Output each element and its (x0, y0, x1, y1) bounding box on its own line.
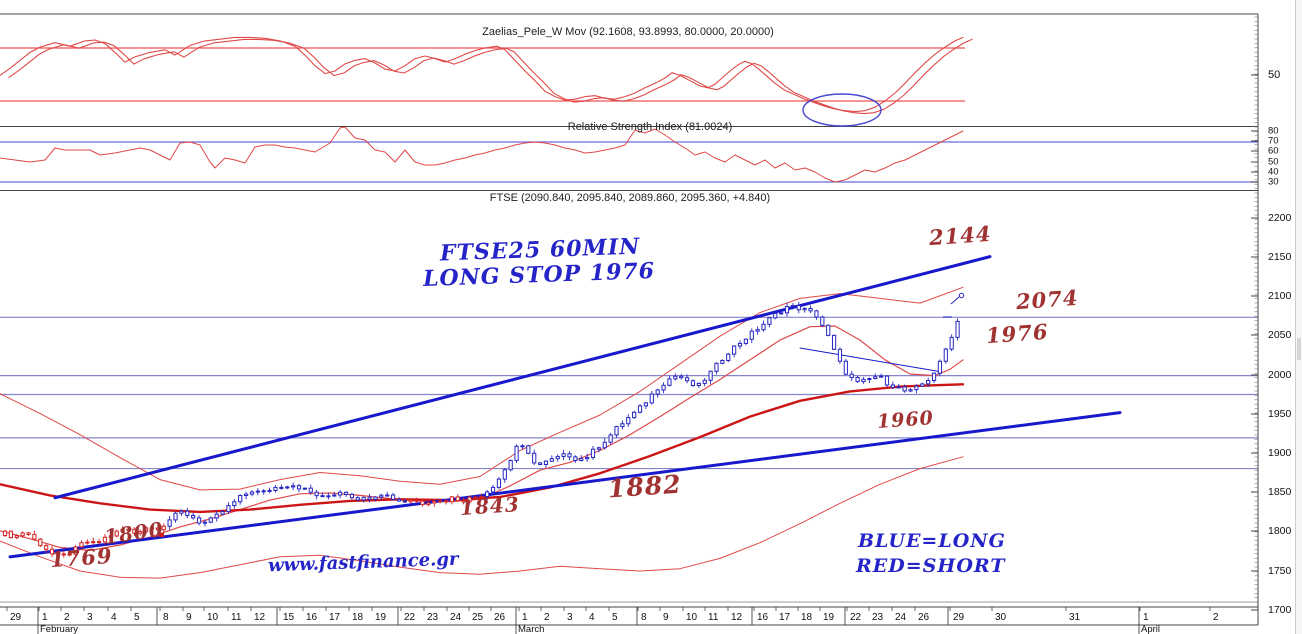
x-axis-date-label: 19 (375, 612, 387, 623)
x-axis-date-label: 12 (254, 612, 266, 623)
x-axis-date-label: 16 (757, 612, 769, 623)
x-axis-date-label: 4 (111, 612, 117, 623)
x-axis-date-label: 17 (779, 612, 791, 623)
annotation-level-1882: 1882 (607, 469, 683, 504)
x-axis-date-label: 26 (494, 612, 506, 623)
x-axis-date-label: 5 (612, 612, 618, 623)
x-axis-date-label: 8 (641, 612, 647, 623)
x-axis-date-label: 9 (186, 612, 192, 623)
annotation-level-1976: 1976 (985, 318, 1050, 349)
x-axis-date-label: 1 (522, 612, 528, 623)
y-axis-label-rsi: 60 (1268, 145, 1279, 157)
x-axis-date-label: 12 (731, 612, 743, 623)
oscillator-title: Zaelias_Pele_W Mov (92.1608, 93.8993, 80… (482, 26, 774, 38)
y-axis-label-rsi: 30 (1268, 176, 1279, 188)
x-axis-date-label: 9 (663, 612, 669, 623)
x-axis-date-label: 5 (134, 612, 140, 623)
x-axis-date-label: 23 (872, 612, 884, 623)
y-axis-label-rsi: 40 (1268, 166, 1279, 178)
y-axis-label-price: 2150 (1268, 251, 1292, 263)
x-axis-date-label: 2 (544, 612, 550, 623)
annotation-legend-blue-long: BLUE=LONG (858, 530, 1006, 552)
annotation-level-1960: 1960 (876, 407, 935, 433)
x-axis-date-label: 24 (895, 612, 907, 623)
x-axis-date-label: 4 (589, 612, 595, 623)
rsi-title: Relative Strength Index (81.0024) (567, 121, 733, 133)
x-axis-date-label: 2 (1213, 612, 1219, 623)
y-axis-label-rsi: 50 (1268, 156, 1279, 168)
y-axis-label-rsi: 80 (1268, 125, 1279, 137)
scrollbar-thumb[interactable] (1297, 338, 1301, 360)
x-axis-date-label: 23 (427, 612, 439, 623)
x-axis-date-label: 22 (404, 612, 416, 623)
x-axis-date-label: 31 (1069, 612, 1081, 623)
x-axis-date-label: 30 (995, 612, 1007, 623)
price-title: FTSE (2090.840, 2095.840, 2089.860, 2095… (489, 192, 771, 204)
annotation-level-2144: 2144 (928, 220, 993, 251)
x-axis-date-label: 1 (42, 612, 48, 623)
annotation-level-1843: 1843 (459, 491, 521, 521)
x-axis-date-label: 10 (686, 612, 698, 623)
x-axis-date-label: 22 (850, 612, 862, 623)
x-axis-date-label: 18 (801, 612, 813, 623)
x-axis-date-label: 17 (329, 612, 341, 623)
x-axis-date-label: 2 (64, 612, 70, 623)
x-axis-date-label: 11 (231, 612, 242, 623)
y-axis-label-price: 1750 (1268, 565, 1292, 577)
x-axis-month-label: March (518, 624, 545, 634)
x-axis-date-label: 3 (567, 612, 573, 623)
y-axis-label-price: 2200 (1268, 212, 1292, 224)
x-axis-date-label: 24 (450, 612, 462, 623)
x-axis-date-label: 16 (306, 612, 318, 623)
x-axis-date-label: 1 (1143, 612, 1149, 623)
x-axis-date-label: 15 (283, 612, 295, 623)
y-axis-label-oscillator: 50 (1268, 69, 1281, 81)
x-axis-date-label: 29 (953, 612, 965, 623)
y-axis-label-price: 1700 (1268, 604, 1292, 616)
y-axis-label-price: 1800 (1268, 525, 1292, 537)
x-axis-date-label: 25 (472, 612, 484, 623)
x-axis-date-label: 26 (918, 612, 930, 623)
annotation-level-2074: 2074 (1015, 284, 1080, 315)
y-axis-label-price: 1900 (1268, 447, 1292, 459)
y-axis-label-price: 2000 (1268, 369, 1292, 381)
x-axis-date-label: 18 (352, 612, 364, 623)
annotation-legend-red-short: RED=SHORT (856, 555, 1006, 577)
x-axis-date-label: 10 (207, 612, 219, 623)
x-axis-date-label: 8 (163, 612, 169, 623)
x-axis-date-label: 11 (708, 612, 719, 623)
y-axis-label-price: 2050 (1268, 329, 1292, 341)
y-axis-label-price: 1950 (1268, 408, 1292, 420)
x-axis-date-label: 3 (87, 612, 93, 623)
x-axis-date-label: 19 (823, 612, 835, 623)
scrollbar[interactable] (1295, 0, 1302, 634)
annotation-level-1769: 1769 (49, 542, 114, 573)
x-axis-month-label: April (1141, 624, 1161, 634)
x-axis-month-label: February (40, 624, 79, 634)
x-axis-date-label: 29 (10, 612, 22, 623)
y-axis-label-price: 1850 (1268, 486, 1292, 498)
y-axis-label-rsi: 70 (1268, 135, 1279, 147)
y-axis-label-price: 2100 (1268, 290, 1292, 302)
